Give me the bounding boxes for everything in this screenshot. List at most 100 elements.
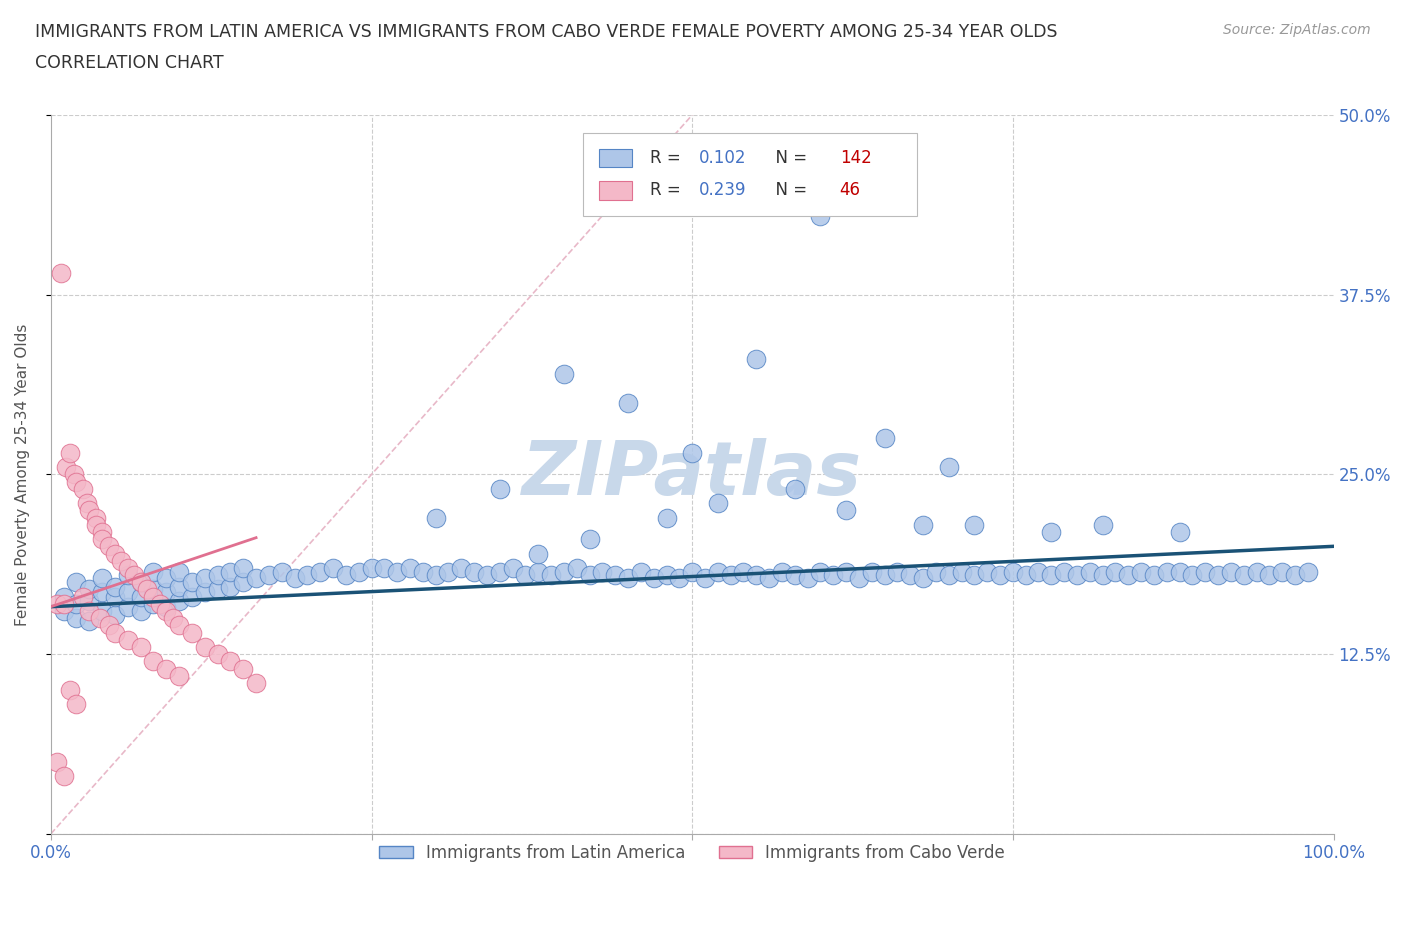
Point bbox=[591, 565, 613, 579]
Point bbox=[1219, 565, 1241, 579]
Point bbox=[1206, 567, 1229, 582]
Point bbox=[527, 565, 550, 579]
Point bbox=[1028, 565, 1050, 579]
Text: ZIPatlas: ZIPatlas bbox=[522, 438, 862, 511]
Point bbox=[207, 646, 229, 661]
Point bbox=[860, 565, 883, 579]
Point bbox=[91, 570, 114, 585]
Point bbox=[52, 596, 75, 611]
Point bbox=[155, 570, 177, 585]
Point bbox=[270, 565, 292, 579]
Point bbox=[72, 590, 94, 604]
Point bbox=[232, 561, 254, 576]
Point bbox=[963, 567, 986, 582]
Point bbox=[565, 561, 588, 576]
Point bbox=[1104, 565, 1126, 579]
Point bbox=[412, 565, 434, 579]
Point bbox=[129, 575, 152, 590]
Point bbox=[1091, 567, 1114, 582]
Point bbox=[1194, 565, 1216, 579]
Point bbox=[155, 599, 177, 614]
Text: 142: 142 bbox=[839, 149, 872, 167]
Point bbox=[129, 640, 152, 655]
Point bbox=[425, 511, 447, 525]
Point bbox=[91, 525, 114, 539]
Point bbox=[207, 567, 229, 582]
Point bbox=[1181, 567, 1204, 582]
Point bbox=[938, 567, 960, 582]
Point bbox=[79, 503, 101, 518]
Point bbox=[950, 565, 973, 579]
Point bbox=[770, 565, 793, 579]
Point bbox=[55, 459, 77, 474]
Point bbox=[72, 482, 94, 497]
Point bbox=[104, 579, 127, 594]
Point bbox=[219, 565, 242, 579]
Point bbox=[681, 445, 703, 460]
Point bbox=[1014, 567, 1036, 582]
Point bbox=[643, 570, 665, 585]
Point bbox=[1271, 565, 1294, 579]
Point bbox=[553, 366, 575, 381]
Point bbox=[104, 546, 127, 561]
Point bbox=[122, 567, 145, 582]
Text: 46: 46 bbox=[839, 181, 860, 199]
Point bbox=[65, 596, 87, 611]
Point bbox=[104, 625, 127, 640]
Point bbox=[745, 567, 768, 582]
Point bbox=[488, 565, 510, 579]
Point bbox=[783, 482, 806, 497]
Point bbox=[129, 604, 152, 618]
Point bbox=[578, 567, 600, 582]
Point bbox=[219, 654, 242, 669]
Point bbox=[84, 517, 107, 532]
Point bbox=[1053, 565, 1076, 579]
Point bbox=[886, 565, 908, 579]
Point bbox=[257, 567, 280, 582]
Point bbox=[437, 565, 460, 579]
Point bbox=[976, 565, 998, 579]
Point bbox=[515, 567, 537, 582]
Point bbox=[796, 570, 818, 585]
Point bbox=[578, 532, 600, 547]
Point bbox=[988, 567, 1011, 582]
Point bbox=[1168, 525, 1191, 539]
Point bbox=[79, 604, 101, 618]
Point bbox=[91, 604, 114, 618]
Point bbox=[149, 596, 172, 611]
Point bbox=[912, 517, 935, 532]
Point bbox=[873, 431, 896, 445]
Point bbox=[142, 590, 165, 604]
Point bbox=[129, 590, 152, 604]
Point bbox=[810, 565, 832, 579]
Point bbox=[758, 570, 780, 585]
Point bbox=[167, 618, 190, 632]
Point bbox=[810, 208, 832, 223]
Point bbox=[823, 567, 845, 582]
Point bbox=[527, 546, 550, 561]
Point bbox=[219, 579, 242, 594]
Point bbox=[707, 565, 730, 579]
Text: N =: N = bbox=[765, 149, 813, 167]
Point bbox=[232, 575, 254, 590]
Point bbox=[65, 575, 87, 590]
Point bbox=[110, 553, 132, 568]
Point bbox=[1116, 567, 1139, 582]
Point bbox=[733, 565, 755, 579]
Point bbox=[1168, 565, 1191, 579]
Point bbox=[46, 596, 69, 611]
Point bbox=[49, 266, 72, 281]
Point bbox=[167, 593, 190, 608]
Point bbox=[322, 561, 344, 576]
Point bbox=[1040, 525, 1063, 539]
Point bbox=[373, 561, 395, 576]
Point bbox=[79, 614, 101, 629]
Point bbox=[681, 565, 703, 579]
Point bbox=[167, 669, 190, 684]
Text: 0.102: 0.102 bbox=[699, 149, 747, 167]
Point bbox=[475, 567, 498, 582]
Text: R =: R = bbox=[650, 181, 686, 199]
Point bbox=[1296, 565, 1319, 579]
Point bbox=[1143, 567, 1166, 582]
Point bbox=[232, 661, 254, 676]
